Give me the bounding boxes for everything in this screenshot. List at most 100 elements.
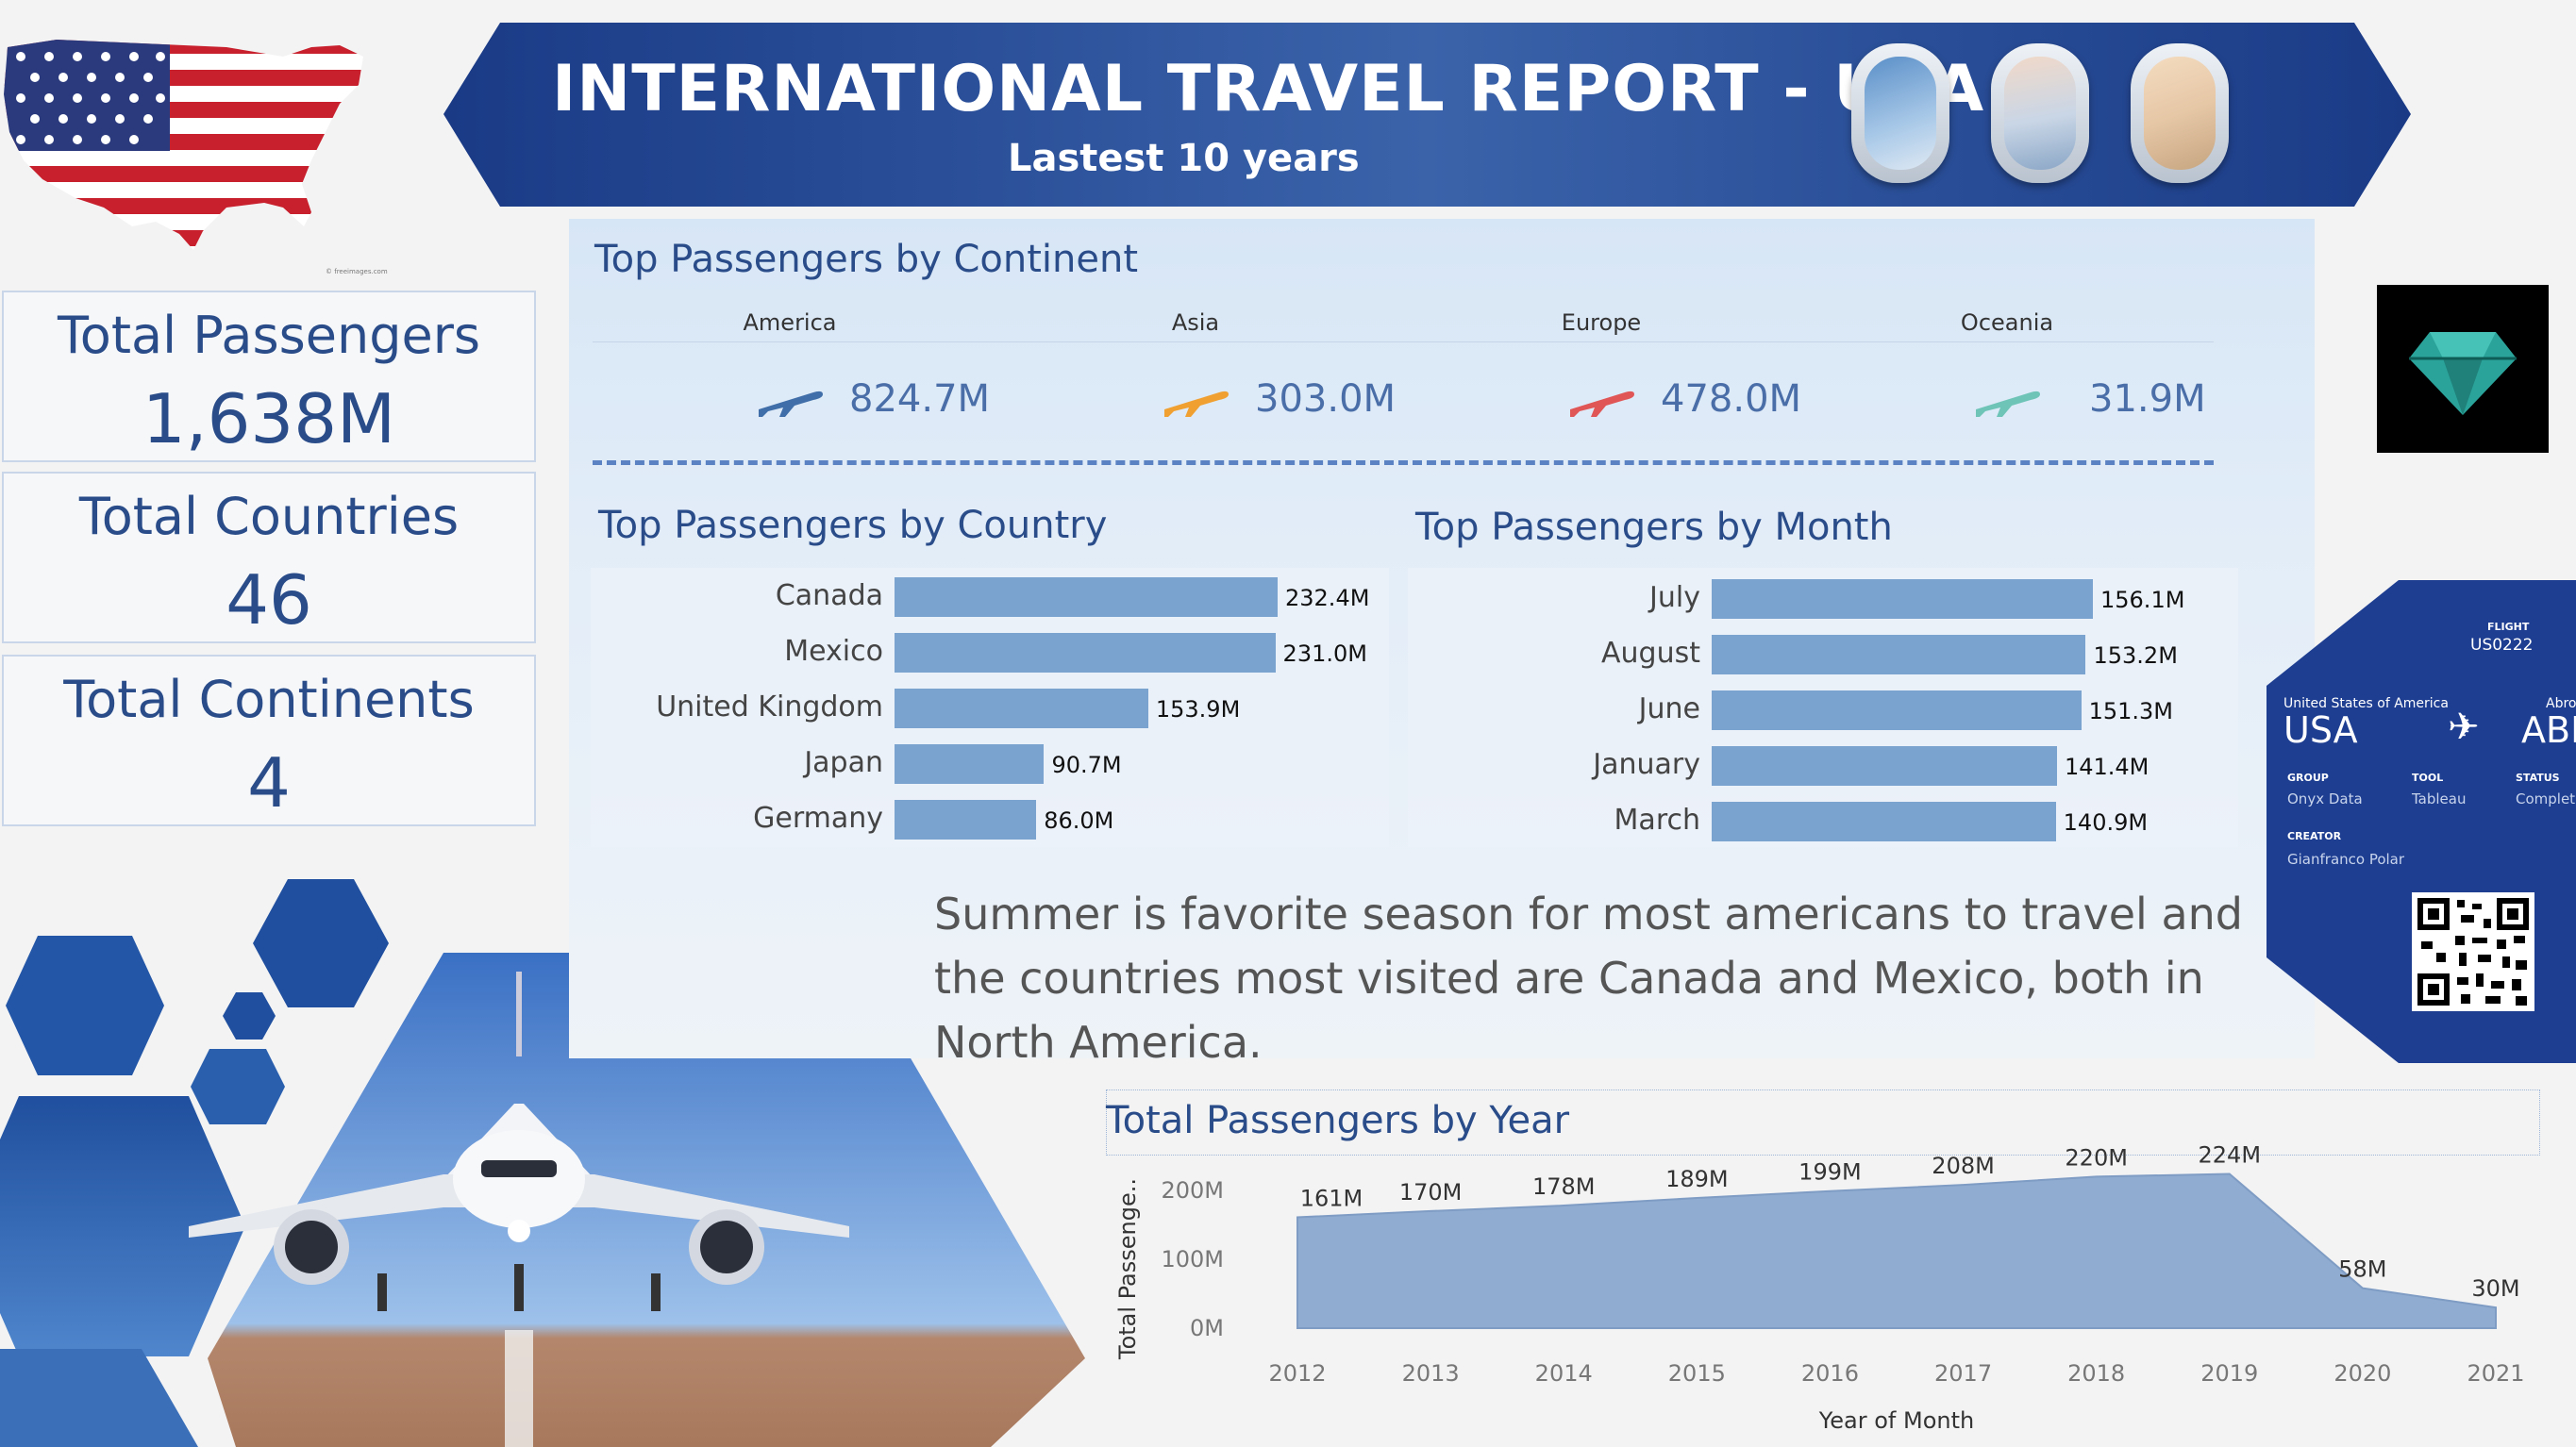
bar-value-label: 153.2M	[2093, 642, 2178, 669]
bar-value-label: 141.4M	[2064, 754, 2149, 780]
bar-category-label: March	[1614, 804, 1700, 837]
bar-value-label: 153.9M	[1155, 696, 1241, 723]
x-axis-title: Year of Month	[1818, 1407, 1974, 1434]
diamond-logo	[2377, 285, 2549, 453]
bar-value-label: 86.0M	[1044, 807, 1114, 834]
data-label: 58M	[2338, 1256, 2386, 1283]
flight-number: US0222	[2470, 636, 2534, 655]
continent-name: Asia	[1171, 309, 1220, 336]
bar-value-label: 232.4M	[1285, 585, 1370, 611]
data-label: 208M	[1932, 1153, 1995, 1179]
year-chart-title: Total Passengers by Year	[1106, 1099, 1570, 1142]
plane-icon	[1976, 391, 2040, 417]
bar[interactable]	[895, 633, 1276, 673]
data-label: 220M	[2065, 1144, 2128, 1171]
airplane-icon	[189, 972, 849, 1311]
plane-icon	[759, 391, 823, 417]
bar-value-label: 90.7M	[1051, 752, 1122, 778]
x-tick-label: 2015	[1668, 1360, 1726, 1387]
bar-value-label: 151.3M	[2088, 698, 2173, 724]
bar-value-label: 231.0M	[1282, 640, 1367, 667]
bar-category-label: Mexico	[784, 635, 883, 668]
continent-name: Oceania	[1960, 309, 2054, 336]
airplane-window-icon	[1991, 43, 2089, 183]
flight-label: FLIGHT	[2487, 621, 2530, 633]
kpi-total-passengers: Total Passengers 1,638M	[2, 291, 536, 462]
bar-category-label: Canada	[775, 579, 883, 612]
data-label: 161M	[1300, 1185, 1363, 1211]
y-tick-label: 100M	[1161, 1246, 1224, 1272]
month-chart-title: Top Passengers by Month	[1415, 506, 1893, 549]
map-credit: © freeimages.com	[326, 268, 388, 275]
kpi-total-continents: Total Continents 4	[2, 655, 536, 826]
data-label: 178M	[1532, 1173, 1596, 1200]
bar-category-label: June	[1638, 692, 1700, 725]
x-tick-label: 2017	[1934, 1360, 1992, 1387]
bar[interactable]	[1712, 746, 2057, 786]
bar[interactable]	[895, 744, 1045, 784]
bar[interactable]	[1712, 802, 2056, 841]
bar-category-label: United Kingdom	[656, 690, 883, 724]
country-bar-chart: Canada 232.4M Mexico 231.0M United Kingdom 15…	[544, 577, 1393, 851]
kpi-label: Total Passengers	[57, 306, 481, 365]
dest-code: ABI	[2521, 709, 2576, 751]
insight-text: Summer is favorite season for most ameri…	[934, 889, 2243, 1068]
bar[interactable]	[1712, 579, 2093, 619]
flight-plane-icon: ✈	[2448, 706, 2480, 749]
year-area-chart: 0M 100M 200M 2012 161M 2013 170M 2014 178M 2015 18…	[1114, 1141, 2525, 1434]
bar[interactable]	[895, 800, 1037, 840]
page-subtitle: Lastest 10 years	[1008, 137, 1360, 180]
section-dashed-divider	[593, 460, 2214, 465]
continent-value: 824.7M	[849, 377, 991, 421]
month-bar-chart: July 156.1M August 153.2M June 151.3M January 1…	[1368, 579, 2265, 853]
area-series	[1296, 1173, 2497, 1329]
airplane-window-icon	[1851, 43, 1949, 183]
bar[interactable]	[895, 689, 1148, 728]
origin-code: USA	[2283, 709, 2358, 751]
bar[interactable]	[1712, 635, 2086, 674]
y-axis-title: Total Passenge..	[1114, 1178, 1141, 1360]
country-chart-title: Top Passengers by Country	[598, 504, 1108, 547]
data-label: 30M	[2471, 1275, 2519, 1302]
continent-value: 31.9M	[2089, 377, 2206, 421]
continent-value: 478.0M	[1661, 377, 1802, 421]
bar-category-label: July	[1649, 581, 1700, 614]
y-tick-label: 0M	[1190, 1315, 1224, 1341]
continent-name: America	[743, 309, 837, 336]
plane-icon	[1570, 391, 1634, 417]
bar[interactable]	[1712, 690, 2082, 730]
kpi-label: Total Countries	[78, 487, 460, 546]
group-label: GROUP	[2287, 772, 2329, 784]
bar-category-label: August	[1601, 637, 1700, 670]
page-title: INTERNATIONAL TRAVEL REPORT - USA	[552, 52, 1985, 126]
data-label: 189M	[1665, 1166, 1729, 1192]
continent-section-title: Top Passengers by Continent	[594, 238, 1139, 281]
x-tick-label: 2018	[2067, 1360, 2125, 1387]
kpi-value: 4	[247, 743, 291, 823]
airplane-window-icon	[2131, 43, 2229, 183]
x-tick-label: 2019	[2200, 1360, 2258, 1387]
continent-value: 303.0M	[1255, 377, 1397, 421]
bar-value-label: 140.9M	[2063, 809, 2149, 836]
bar-category-label: Germany	[753, 802, 883, 835]
x-tick-label: 2013	[1402, 1360, 1460, 1387]
qr-code-icon	[2412, 892, 2534, 1011]
status-value: Complet	[2516, 790, 2576, 807]
creator-value: Gianfranco Polar	[2287, 851, 2405, 868]
x-tick-label: 2014	[1535, 1360, 1593, 1387]
origin-caption: United States of America	[2283, 696, 2449, 711]
bar-category-label: Japan	[804, 746, 883, 779]
creator-label: CREATOR	[2287, 830, 2342, 842]
bar[interactable]	[895, 577, 1278, 617]
bar-value-label: 156.1M	[2100, 587, 2185, 613]
x-tick-label: 2021	[2467, 1360, 2524, 1387]
kpi-label: Total Continents	[63, 670, 475, 729]
kpi-value: 1,638M	[142, 379, 396, 458]
continent-name: Europe	[1561, 309, 1642, 336]
diamond-icon	[2409, 332, 2517, 415]
y-tick-label: 200M	[1161, 1177, 1224, 1204]
kpi-total-countries: Total Countries 46	[2, 472, 536, 643]
hexagon-decoration	[0, 879, 1085, 1447]
x-tick-label: 2012	[1268, 1360, 1326, 1387]
continent-divider	[593, 341, 2214, 342]
